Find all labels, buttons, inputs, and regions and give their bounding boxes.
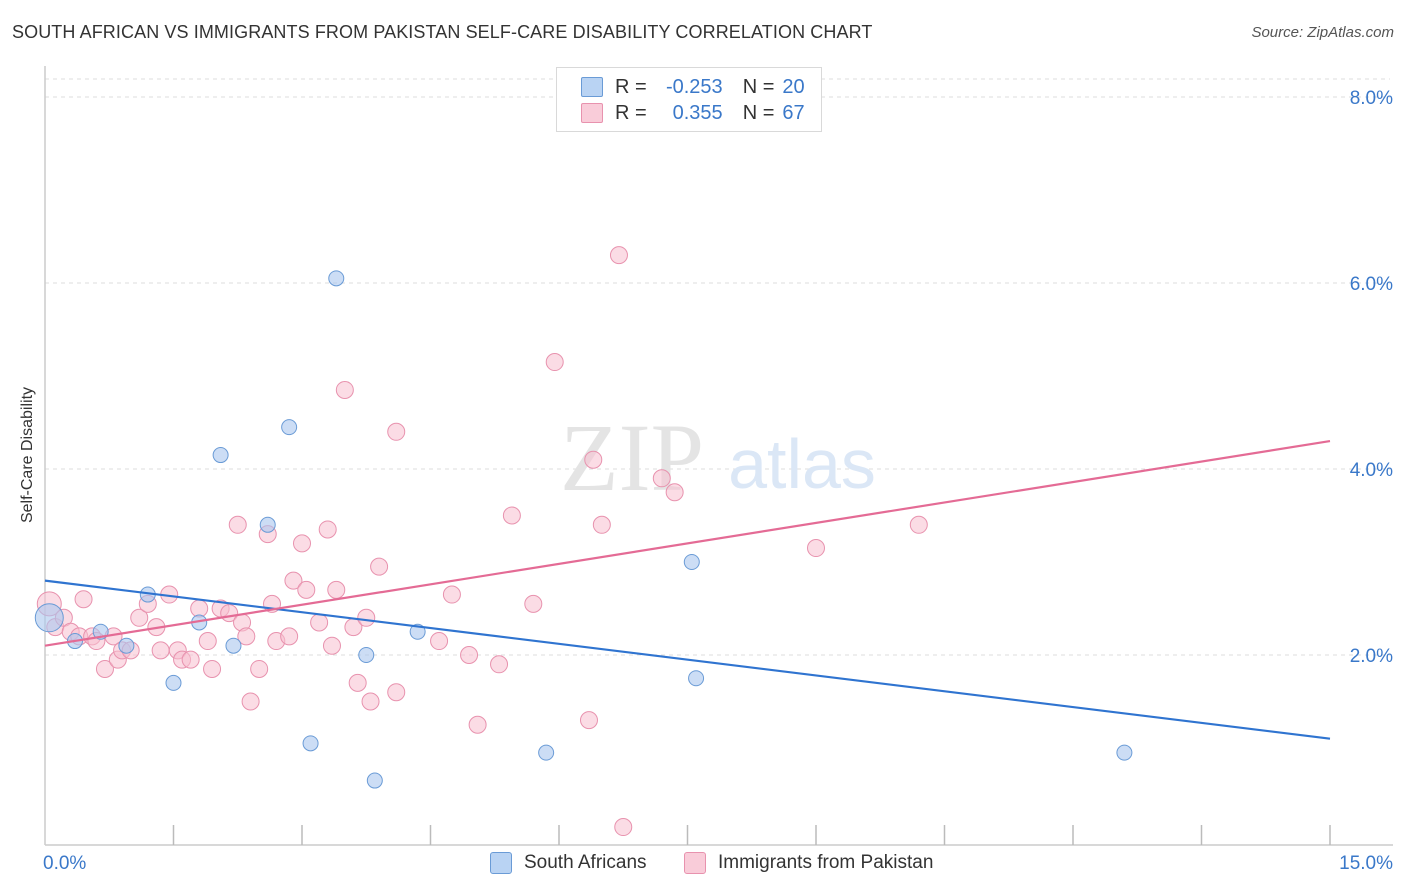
- data-point-pakistan[interactable]: [361, 692, 380, 711]
- watermark-atlas: atlas: [728, 425, 876, 503]
- data-point-south-africans[interactable]: [302, 735, 319, 752]
- data-point-pakistan[interactable]: [609, 246, 628, 265]
- data-point-south-africans[interactable]: [688, 670, 705, 687]
- data-point-pakistan[interactable]: [318, 520, 337, 539]
- series-pakistan-points: [36, 246, 928, 837]
- data-point-pakistan[interactable]: [545, 353, 564, 372]
- axes: [44, 66, 1393, 846]
- data-point-pakistan[interactable]: [284, 571, 303, 590]
- data-point-south-africans[interactable]: [34, 603, 64, 633]
- data-point-pakistan[interactable]: [297, 580, 316, 599]
- n-label: N =: [742, 75, 775, 98]
- legend-item-south-africans[interactable]: South Africans: [490, 852, 647, 874]
- data-point-pakistan[interactable]: [807, 539, 825, 558]
- legend-item-pakistan[interactable]: Immigrants from Pakistan: [684, 852, 933, 874]
- data-point-pakistan[interactable]: [652, 469, 671, 488]
- data-point-south-africans[interactable]: [165, 674, 182, 691]
- data-point-pakistan[interactable]: [579, 711, 598, 730]
- data-point-pakistan[interactable]: [95, 659, 114, 678]
- r-value: 0.355: [672, 101, 723, 124]
- trend-lines: [44, 440, 1331, 740]
- legend-swatch-south-africans: [490, 852, 512, 874]
- data-point-pakistan[interactable]: [181, 650, 200, 669]
- r-value: -0.253: [665, 75, 723, 98]
- data-point-south-africans[interactable]: [328, 270, 345, 287]
- legend-label-pakistan: Immigrants from Pakistan: [718, 852, 934, 873]
- data-point-pakistan[interactable]: [584, 450, 603, 469]
- data-point-pakistan[interactable]: [228, 515, 247, 534]
- data-point-pakistan[interactable]: [241, 692, 260, 711]
- n-label: N =: [742, 101, 775, 124]
- data-point-pakistan[interactable]: [74, 590, 93, 609]
- data-point-pakistan[interactable]: [198, 632, 217, 651]
- x-tick-label-max: 15.0%: [1339, 853, 1393, 874]
- chart-title: SOUTH AFRICAN VS IMMIGRANTS FROM PAKISTA…: [12, 22, 873, 42]
- data-point-pakistan[interactable]: [909, 515, 928, 534]
- data-point-south-africans[interactable]: [281, 419, 298, 436]
- y-tick-label: 8.0%: [1350, 88, 1393, 109]
- data-point-pakistan[interactable]: [370, 557, 389, 576]
- data-point-south-africans[interactable]: [358, 647, 375, 663]
- data-point-pakistan[interactable]: [592, 515, 611, 534]
- data-point-pakistan[interactable]: [293, 534, 311, 553]
- data-point-pakistan[interactable]: [502, 506, 521, 525]
- data-point-pakistan[interactable]: [237, 627, 256, 646]
- r-label: R =: [615, 101, 647, 124]
- data-point-south-africans[interactable]: [1116, 744, 1133, 761]
- legend-swatch-pakistan: [684, 852, 706, 874]
- data-point-pakistan[interactable]: [387, 683, 406, 702]
- data-point-south-africans[interactable]: [538, 744, 555, 761]
- swatch-pakistan: [581, 103, 603, 123]
- data-point-pakistan[interactable]: [460, 646, 479, 664]
- trend-line-pakistan: [44, 440, 1331, 647]
- data-point-pakistan[interactable]: [280, 627, 299, 646]
- data-point-pakistan[interactable]: [327, 580, 346, 599]
- data-point-pakistan[interactable]: [665, 483, 684, 502]
- series-south-africans-points: [34, 270, 1133, 789]
- data-point-pakistan[interactable]: [250, 659, 269, 678]
- x-tick-label-min: 0.0%: [43, 853, 86, 874]
- data-point-pakistan[interactable]: [130, 608, 149, 627]
- data-point-pakistan[interactable]: [614, 818, 633, 837]
- grid-lines: [45, 78, 1390, 656]
- source-label: Source: ZipAtlas.com: [1251, 24, 1394, 41]
- data-point-pakistan[interactable]: [151, 641, 170, 660]
- data-point-south-africans[interactable]: [683, 554, 700, 570]
- trend-line-south-africans: [44, 579, 1331, 740]
- data-point-south-africans[interactable]: [366, 772, 383, 789]
- y-tick-label: 4.0%: [1350, 460, 1393, 481]
- series-legend: South Africans Immigrants from Pakistan: [0, 852, 1406, 878]
- n-value: 20: [782, 75, 805, 98]
- data-point-south-africans[interactable]: [118, 637, 135, 654]
- data-point-south-africans[interactable]: [212, 447, 229, 464]
- data-point-pakistan[interactable]: [442, 585, 461, 604]
- data-point-pakistan[interactable]: [468, 715, 487, 734]
- data-point-pakistan[interactable]: [357, 608, 376, 627]
- watermark: ZIP atlas: [560, 404, 876, 511]
- data-point-pakistan[interactable]: [322, 636, 341, 655]
- stats-row-pakistan: R = 0.355 N = 67: [581, 101, 805, 125]
- stats-legend: R = -0.253 N = 20 R = 0.355 N = 67: [556, 67, 822, 132]
- data-point-pakistan[interactable]: [310, 613, 329, 632]
- data-point-pakistan[interactable]: [203, 659, 222, 678]
- data-point-pakistan[interactable]: [387, 422, 406, 441]
- swatch-south-africans: [581, 77, 603, 97]
- r-label: R =: [615, 75, 647, 98]
- stats-row-south-africans: R = -0.253 N = 20: [581, 75, 805, 99]
- data-point-pakistan[interactable]: [430, 632, 449, 651]
- data-point-pakistan[interactable]: [490, 655, 509, 674]
- n-value: 67: [782, 101, 805, 124]
- data-point-pakistan[interactable]: [348, 673, 367, 692]
- data-point-south-africans[interactable]: [259, 516, 276, 533]
- data-point-pakistan[interactable]: [335, 380, 354, 399]
- data-point-south-africans[interactable]: [225, 637, 242, 654]
- tick-labels: 2.0% 4.0% 6.0% 8.0% 0.0% 15.0%: [43, 88, 1393, 874]
- y-tick-label: 6.0%: [1350, 274, 1393, 295]
- legend-label-south-africans: South Africans: [524, 852, 647, 873]
- data-point-pakistan[interactable]: [524, 594, 543, 613]
- y-tick-label: 2.0%: [1350, 646, 1393, 667]
